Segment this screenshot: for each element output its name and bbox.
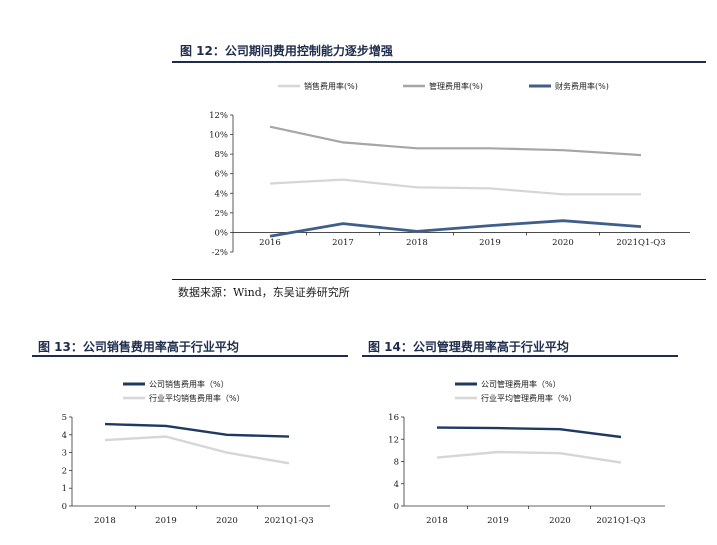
figure-14-title: 图 14：公司管理费用率高于行业平均 [368,340,569,354]
chart2-x-tick-label: 2021Q1-Q3 [596,516,645,526]
chart1-y-tick-label: 1 [62,484,67,494]
chart1-x-tick-label: 2018 [94,516,116,526]
figure-13-title: 图 13：公司销售费用率高于行业平均 [38,340,239,354]
chart1-y-tick-label: 5 [62,413,67,423]
chart2-legend-label: 公司管理费用率（%） [481,379,561,389]
figure-13-top-rule [32,355,348,357]
chart2-y-tick-label: 8 [394,458,399,468]
chart0-legend-label: 管理费用率(%) [429,81,483,91]
figure-12-bottom-rule [172,279,706,280]
chart0-y-tick-label: -2% [212,248,228,258]
chart1-y-tick-label: 2 [62,466,67,476]
chart0-y-tick-label: 6% [215,170,229,180]
chart0-x-tick-label: 2016 [259,238,281,248]
chart1-legend-label: 行业平均销售费用率（%） [149,393,245,403]
chart0-x-tick-label: 2020 [552,238,574,248]
chart2-x-tick-label: 2019 [487,516,509,526]
figure-12-title: 图 12：公司期间费用控制能力逐步增强 [180,44,393,58]
chart0-x-tick-label: 2019 [479,238,501,248]
chart2-x-tick-label: 2020 [549,516,571,526]
figure-12-source: 数据来源：Wind，东吴证券研究所 [178,286,350,299]
chart2-series-line [436,426,622,439]
figure-14-top-rule [362,355,678,357]
chart0-series-line [269,219,642,238]
chart0-x-tick-label: 2017 [332,238,354,248]
chart0-y-tick-label: 2% [215,209,229,219]
chart0-y-tick-label: 10% [209,131,228,141]
chart2-x-tick-label: 2018 [426,516,448,526]
figure-12-top-rule [172,61,706,63]
chart1-series-line [104,435,290,465]
chart2-y-tick-label: 0 [394,502,399,512]
chart0-y-tick-label: 12% [209,111,228,121]
chart1-legend-label: 公司销售费用率（%） [149,379,229,389]
chart1-x-tick-label: 2020 [216,516,238,526]
chart0-series-line [269,125,642,157]
chart0-series-line [269,178,641,196]
chart2-y-tick-label: 16 [388,413,399,423]
chart1-y-tick-label: 3 [62,449,67,459]
chart0-x-tick-label: 2021Q1-Q3 [616,238,665,248]
chart0-y-tick-label: 4% [215,189,229,199]
chart2-y-tick-label: 4 [394,480,399,490]
chart1-y-tick-label: 4 [62,431,67,441]
chart2-series-line [436,450,622,464]
chart0-legend-label: 销售费用率(%) [304,81,358,91]
chart0-y-tick-label: 0% [215,228,229,238]
chart1-x-tick-label: 2019 [155,516,177,526]
chart2-legend-label: 行业平均管理费用率（%） [481,393,577,403]
chart2-y-tick-label: 12 [388,435,399,445]
chart0-x-tick-label: 2018 [406,238,428,248]
chart0-y-tick-label: 8% [215,150,229,160]
chart1-x-tick-label: 2021Q1-Q3 [264,516,313,526]
chart1-y-tick-label: 0 [62,502,67,512]
chart1-series-line [104,422,290,438]
chart0-legend-label: 财务费用率(%) [555,81,609,91]
